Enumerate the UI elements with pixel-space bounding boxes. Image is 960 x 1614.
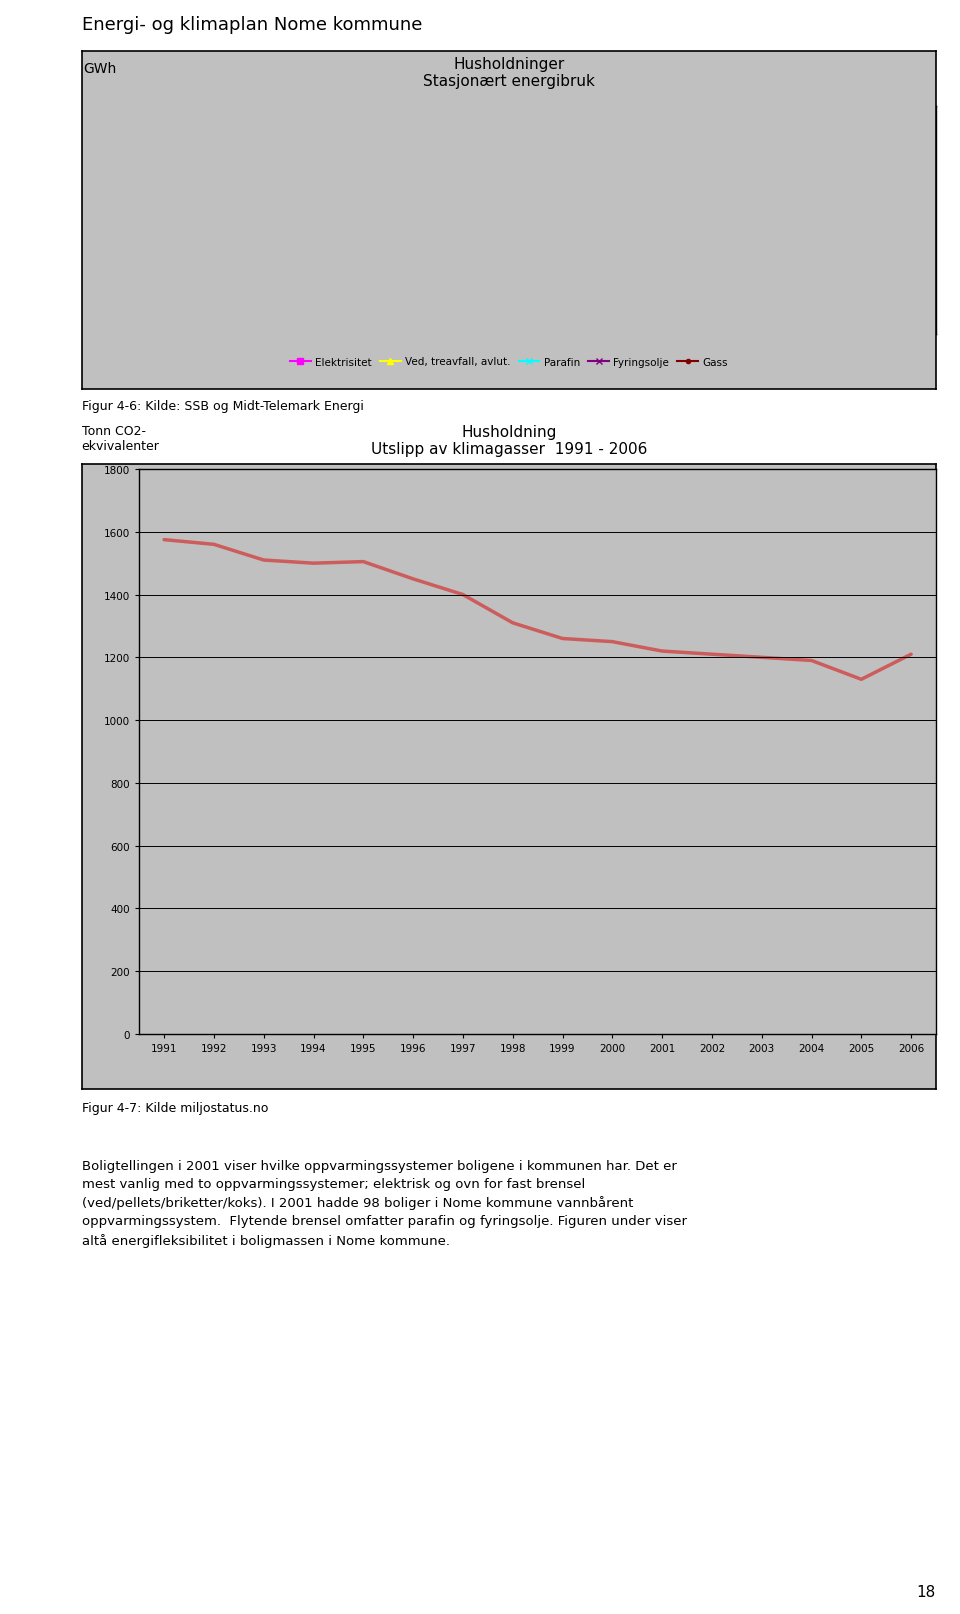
Text: 18: 18	[917, 1583, 936, 1599]
Text: Husholdning
Utslipp av klimagasser  1991 - 2006: Husholdning Utslipp av klimagasser 1991 …	[371, 424, 647, 457]
Legend: Elektrisitet, Ved, treavfall, avlut., Parafin, Fyringsolje, Gass: Elektrisitet, Ved, treavfall, avlut., Pa…	[285, 353, 732, 371]
Text: Figur 4-6: Kilde: SSB og Midt-Telemark Energi: Figur 4-6: Kilde: SSB og Midt-Telemark E…	[82, 400, 364, 413]
Text: Figur 4-7: Kilde miljostatus.no: Figur 4-7: Kilde miljostatus.no	[82, 1101, 268, 1114]
Text: Boligtellingen i 2001 viser hvilke oppvarmingssystemer boligene i kommunen har. : Boligtellingen i 2001 viser hvilke oppva…	[82, 1159, 686, 1248]
Text: Tonn CO2-
ekvivalenter: Tonn CO2- ekvivalenter	[82, 424, 159, 452]
Text: Energi- og klimaplan Nome kommune: Energi- og klimaplan Nome kommune	[82, 16, 422, 34]
Text: GWh: GWh	[84, 61, 117, 76]
Text: Husholdninger
Stasjonært energibruk: Husholdninger Stasjonært energibruk	[422, 56, 595, 89]
